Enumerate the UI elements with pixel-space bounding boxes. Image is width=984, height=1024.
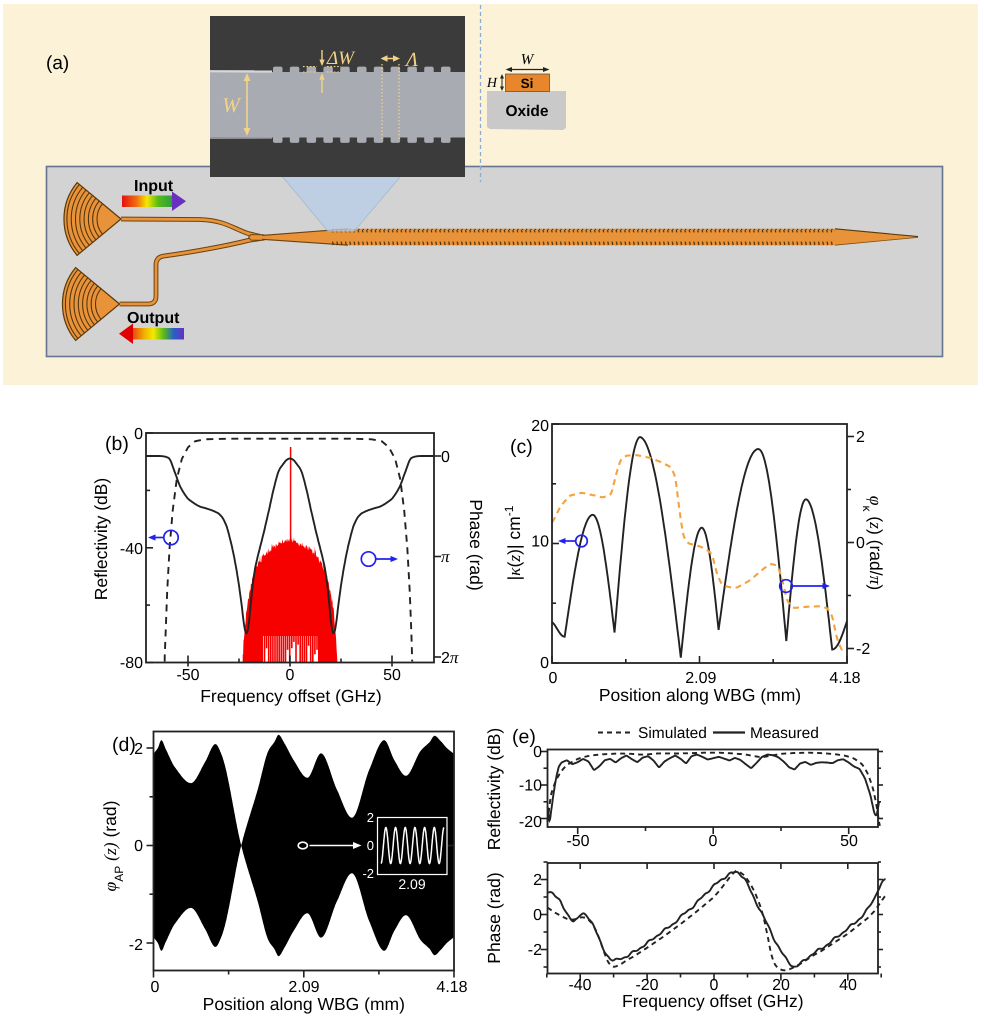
svg-text:0: 0	[134, 426, 143, 443]
svg-text:Position along WBG (mm): Position along WBG (mm)	[203, 994, 405, 1014]
svg-text:4.18: 4.18	[829, 670, 860, 687]
svg-text:Phase (rad): Phase (rad)	[484, 872, 504, 963]
svg-text:0: 0	[533, 907, 542, 924]
svg-text:-2: -2	[362, 866, 374, 881]
svg-text:|κ(z)| cm-1: |κ(z)| cm-1	[502, 505, 524, 580]
svg-text:-20: -20	[635, 977, 658, 994]
svg-text:4.18: 4.18	[436, 979, 467, 996]
svg-text:Frequency offset (GHz): Frequency offset (GHz)	[200, 686, 382, 706]
svg-text:2: 2	[134, 741, 143, 758]
svg-text:H: H	[486, 76, 498, 91]
svg-text:20: 20	[531, 418, 549, 435]
svg-text:-2: -2	[528, 942, 542, 959]
svg-text:(e): (e)	[512, 726, 536, 748]
svg-text:-40: -40	[120, 541, 143, 558]
svg-text:20: 20	[772, 977, 790, 994]
svg-text:Si: Si	[521, 76, 534, 91]
svg-text:50: 50	[840, 833, 858, 850]
svg-text:-50: -50	[176, 667, 199, 684]
svg-text:Frequency offset (GHz): Frequency offset (GHz)	[622, 991, 804, 1011]
svg-text:-40: -40	[568, 977, 591, 994]
svg-text:Λ: Λ	[404, 49, 418, 71]
svg-text:0: 0	[549, 670, 558, 687]
svg-text:π: π	[441, 547, 450, 566]
svg-text:(d): (d)	[112, 734, 136, 756]
svg-text:W: W	[521, 52, 535, 68]
svg-text:0: 0	[441, 449, 450, 466]
svg-text:0: 0	[134, 838, 143, 855]
svg-text:-2: -2	[129, 937, 143, 954]
svg-text:Oxide: Oxide	[505, 103, 548, 120]
svg-text:Measured: Measured	[750, 725, 819, 742]
svg-text:2: 2	[856, 429, 865, 446]
svg-text:0: 0	[710, 977, 719, 994]
svg-text:2π: 2π	[441, 648, 459, 667]
svg-text:ΔW: ΔW	[326, 48, 356, 69]
svg-text:2: 2	[533, 872, 542, 889]
svg-text:2.09: 2.09	[398, 876, 425, 892]
svg-text:Reflectivity (dB): Reflectivity (dB)	[484, 728, 504, 851]
svg-text:10: 10	[531, 534, 549, 551]
svg-text:-2: -2	[856, 641, 870, 658]
svg-text:50: 50	[383, 667, 401, 684]
svg-text:0: 0	[533, 744, 542, 761]
svg-text:φAP (z) (rad): φAP (z) (rad)	[100, 801, 126, 892]
svg-text:0: 0	[540, 655, 549, 672]
svg-text:40: 40	[839, 977, 857, 994]
svg-text:2: 2	[367, 810, 374, 825]
svg-text:Input: Input	[134, 178, 174, 195]
svg-text:0: 0	[709, 833, 718, 850]
svg-text:0: 0	[367, 838, 374, 853]
svg-text:(a): (a)	[46, 53, 69, 74]
svg-text:Phase (rad): Phase (rad)	[466, 499, 486, 590]
svg-text:2.09: 2.09	[288, 979, 319, 996]
svg-text:-50: -50	[566, 833, 589, 850]
svg-text:-10: -10	[519, 778, 542, 795]
svg-text:Output: Output	[127, 310, 180, 327]
svg-text:-80: -80	[120, 655, 143, 672]
svg-text:0: 0	[151, 979, 160, 996]
svg-text:Reflectivity (dB): Reflectivity (dB)	[91, 478, 111, 601]
svg-text:Simulated: Simulated	[638, 725, 707, 742]
svg-text:W: W	[222, 93, 242, 117]
svg-text:Position along WBG (mm): Position along WBG (mm)	[599, 685, 801, 705]
svg-text:0: 0	[286, 667, 295, 684]
svg-text:(c): (c)	[510, 436, 533, 458]
svg-text:0: 0	[856, 535, 865, 552]
svg-text:(b): (b)	[105, 433, 129, 455]
svg-text:-20: -20	[519, 814, 542, 831]
svg-text:2.09: 2.09	[685, 670, 716, 687]
